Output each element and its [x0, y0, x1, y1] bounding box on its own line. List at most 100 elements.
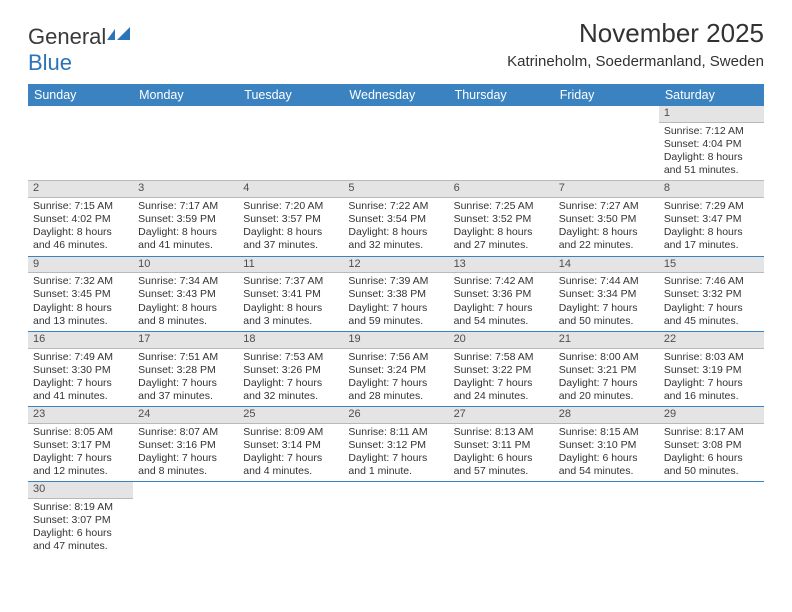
day-body: Sunrise: 7:12 AMSunset: 4:04 PMDaylight:…: [659, 123, 764, 181]
day-sunset: Sunset: 3:08 PM: [664, 439, 759, 452]
day-cell: .: [659, 482, 764, 557]
day-cell: 4Sunrise: 7:20 AMSunset: 3:57 PMDaylight…: [238, 181, 343, 256]
day-number: 7: [554, 181, 659, 198]
weekday-wednesday: Wednesday: [343, 84, 448, 106]
day-sunrise: Sunrise: 8:19 AM: [33, 501, 128, 514]
day-cell: 23Sunrise: 8:05 AMSunset: 3:17 PMDayligh…: [28, 407, 133, 482]
day-day2: and 4 minutes.: [243, 465, 338, 478]
calendar-table: SundayMondayTuesdayWednesdayThursdayFrid…: [28, 84, 764, 557]
day-sunset: Sunset: 3:12 PM: [348, 439, 443, 452]
day-sunrise: Sunrise: 8:09 AM: [243, 426, 338, 439]
day-body: Sunrise: 8:00 AMSunset: 3:21 PMDaylight:…: [554, 349, 659, 407]
day-number: 15: [659, 257, 764, 274]
day-sunrise: Sunrise: 8:13 AM: [454, 426, 549, 439]
day-sunrise: Sunrise: 7:58 AM: [454, 351, 549, 364]
day-number: 8: [659, 181, 764, 198]
location-text: Katrineholm, Soedermanland, Sweden: [507, 53, 764, 70]
day-day1: Daylight: 8 hours: [243, 302, 338, 315]
day-day1: Daylight: 8 hours: [559, 226, 654, 239]
day-day1: Daylight: 8 hours: [348, 226, 443, 239]
day-sunrise: Sunrise: 7:12 AM: [664, 125, 759, 138]
day-day2: and 51 minutes.: [664, 164, 759, 177]
day-number: 16: [28, 332, 133, 349]
day-day1: Daylight: 7 hours: [138, 452, 233, 465]
day-body: Sunrise: 7:39 AMSunset: 3:38 PMDaylight:…: [343, 273, 448, 331]
day-cell: 2Sunrise: 7:15 AMSunset: 4:02 PMDaylight…: [28, 181, 133, 256]
day-sunset: Sunset: 3:38 PM: [348, 288, 443, 301]
day-day1: Daylight: 8 hours: [454, 226, 549, 239]
day-sunset: Sunset: 3:26 PM: [243, 364, 338, 377]
day-sunrise: Sunrise: 7:27 AM: [559, 200, 654, 213]
day-cell: .: [554, 106, 659, 181]
day-sunrise: Sunrise: 7:53 AM: [243, 351, 338, 364]
day-number: 1: [659, 106, 764, 123]
header-row: GeneralBlue November 2025 Katrineholm, S…: [28, 18, 764, 76]
day-body: Sunrise: 8:13 AMSunset: 3:11 PMDaylight:…: [449, 424, 554, 482]
day-day2: and 20 minutes.: [559, 390, 654, 403]
day-body: Sunrise: 8:11 AMSunset: 3:12 PMDaylight:…: [343, 424, 448, 482]
day-sunrise: Sunrise: 7:29 AM: [664, 200, 759, 213]
day-body: Sunrise: 7:53 AMSunset: 3:26 PMDaylight:…: [238, 349, 343, 407]
day-number: 22: [659, 332, 764, 349]
day-sunset: Sunset: 3:32 PM: [664, 288, 759, 301]
day-day1: Daylight: 6 hours: [454, 452, 549, 465]
day-sunset: Sunset: 3:28 PM: [138, 364, 233, 377]
day-day1: Daylight: 6 hours: [664, 452, 759, 465]
day-sunrise: Sunrise: 8:15 AM: [559, 426, 654, 439]
day-number: 5: [343, 181, 448, 198]
logo-word2: Blue: [28, 50, 72, 75]
day-day1: Daylight: 8 hours: [138, 226, 233, 239]
day-day2: and 50 minutes.: [559, 315, 654, 328]
day-day1: Daylight: 7 hours: [348, 452, 443, 465]
week-row: 16Sunrise: 7:49 AMSunset: 3:30 PMDayligh…: [28, 331, 764, 406]
day-body: Sunrise: 7:51 AMSunset: 3:28 PMDaylight:…: [133, 349, 238, 407]
day-body: Sunrise: 8:17 AMSunset: 3:08 PMDaylight:…: [659, 424, 764, 482]
day-day2: and 41 minutes.: [138, 239, 233, 252]
day-cell: 1Sunrise: 7:12 AMSunset: 4:04 PMDaylight…: [659, 106, 764, 181]
day-sunset: Sunset: 3:41 PM: [243, 288, 338, 301]
day-sunset: Sunset: 3:24 PM: [348, 364, 443, 377]
day-day1: Daylight: 7 hours: [33, 452, 128, 465]
day-sunset: Sunset: 3:22 PM: [454, 364, 549, 377]
day-number: 2: [28, 181, 133, 198]
day-day2: and 24 minutes.: [454, 390, 549, 403]
week-row: ......1Sunrise: 7:12 AMSunset: 4:04 PMDa…: [28, 106, 764, 181]
day-number: 20: [449, 332, 554, 349]
day-day1: Daylight: 7 hours: [348, 302, 443, 315]
day-sunrise: Sunrise: 8:00 AM: [559, 351, 654, 364]
day-cell: 18Sunrise: 7:53 AMSunset: 3:26 PMDayligh…: [238, 331, 343, 406]
day-day2: and 1 minute.: [348, 465, 443, 478]
day-day2: and 59 minutes.: [348, 315, 443, 328]
day-sunset: Sunset: 3:11 PM: [454, 439, 549, 452]
day-day1: Daylight: 7 hours: [454, 302, 549, 315]
day-body: Sunrise: 7:34 AMSunset: 3:43 PMDaylight:…: [133, 273, 238, 331]
day-cell: 22Sunrise: 8:03 AMSunset: 3:19 PMDayligh…: [659, 331, 764, 406]
day-sunset: Sunset: 3:43 PM: [138, 288, 233, 301]
day-sunrise: Sunrise: 8:03 AM: [664, 351, 759, 364]
day-cell: 17Sunrise: 7:51 AMSunset: 3:28 PMDayligh…: [133, 331, 238, 406]
day-cell: 24Sunrise: 8:07 AMSunset: 3:16 PMDayligh…: [133, 407, 238, 482]
weekday-row: SundayMondayTuesdayWednesdayThursdayFrid…: [28, 84, 764, 106]
day-body: Sunrise: 8:07 AMSunset: 3:16 PMDaylight:…: [133, 424, 238, 482]
day-day1: Daylight: 7 hours: [243, 452, 338, 465]
day-sunset: Sunset: 3:07 PM: [33, 514, 128, 527]
day-day1: Daylight: 7 hours: [348, 377, 443, 390]
day-cell: 28Sunrise: 8:15 AMSunset: 3:10 PMDayligh…: [554, 407, 659, 482]
day-day2: and 28 minutes.: [348, 390, 443, 403]
day-cell: .: [343, 482, 448, 557]
day-number: 19: [343, 332, 448, 349]
day-day1: Daylight: 6 hours: [559, 452, 654, 465]
day-sunrise: Sunrise: 7:22 AM: [348, 200, 443, 213]
day-body: Sunrise: 7:25 AMSunset: 3:52 PMDaylight:…: [449, 198, 554, 256]
day-sunrise: Sunrise: 7:32 AM: [33, 275, 128, 288]
day-sunset: Sunset: 3:50 PM: [559, 213, 654, 226]
week-row: 2Sunrise: 7:15 AMSunset: 4:02 PMDaylight…: [28, 181, 764, 256]
day-day2: and 57 minutes.: [454, 465, 549, 478]
day-body: Sunrise: 8:15 AMSunset: 3:10 PMDaylight:…: [554, 424, 659, 482]
day-sunrise: Sunrise: 7:42 AM: [454, 275, 549, 288]
day-body: Sunrise: 7:20 AMSunset: 3:57 PMDaylight:…: [238, 198, 343, 256]
logo-text: GeneralBlue: [28, 24, 132, 76]
day-cell: 27Sunrise: 8:13 AMSunset: 3:11 PMDayligh…: [449, 407, 554, 482]
day-body: Sunrise: 7:49 AMSunset: 3:30 PMDaylight:…: [28, 349, 133, 407]
day-sunrise: Sunrise: 7:34 AM: [138, 275, 233, 288]
